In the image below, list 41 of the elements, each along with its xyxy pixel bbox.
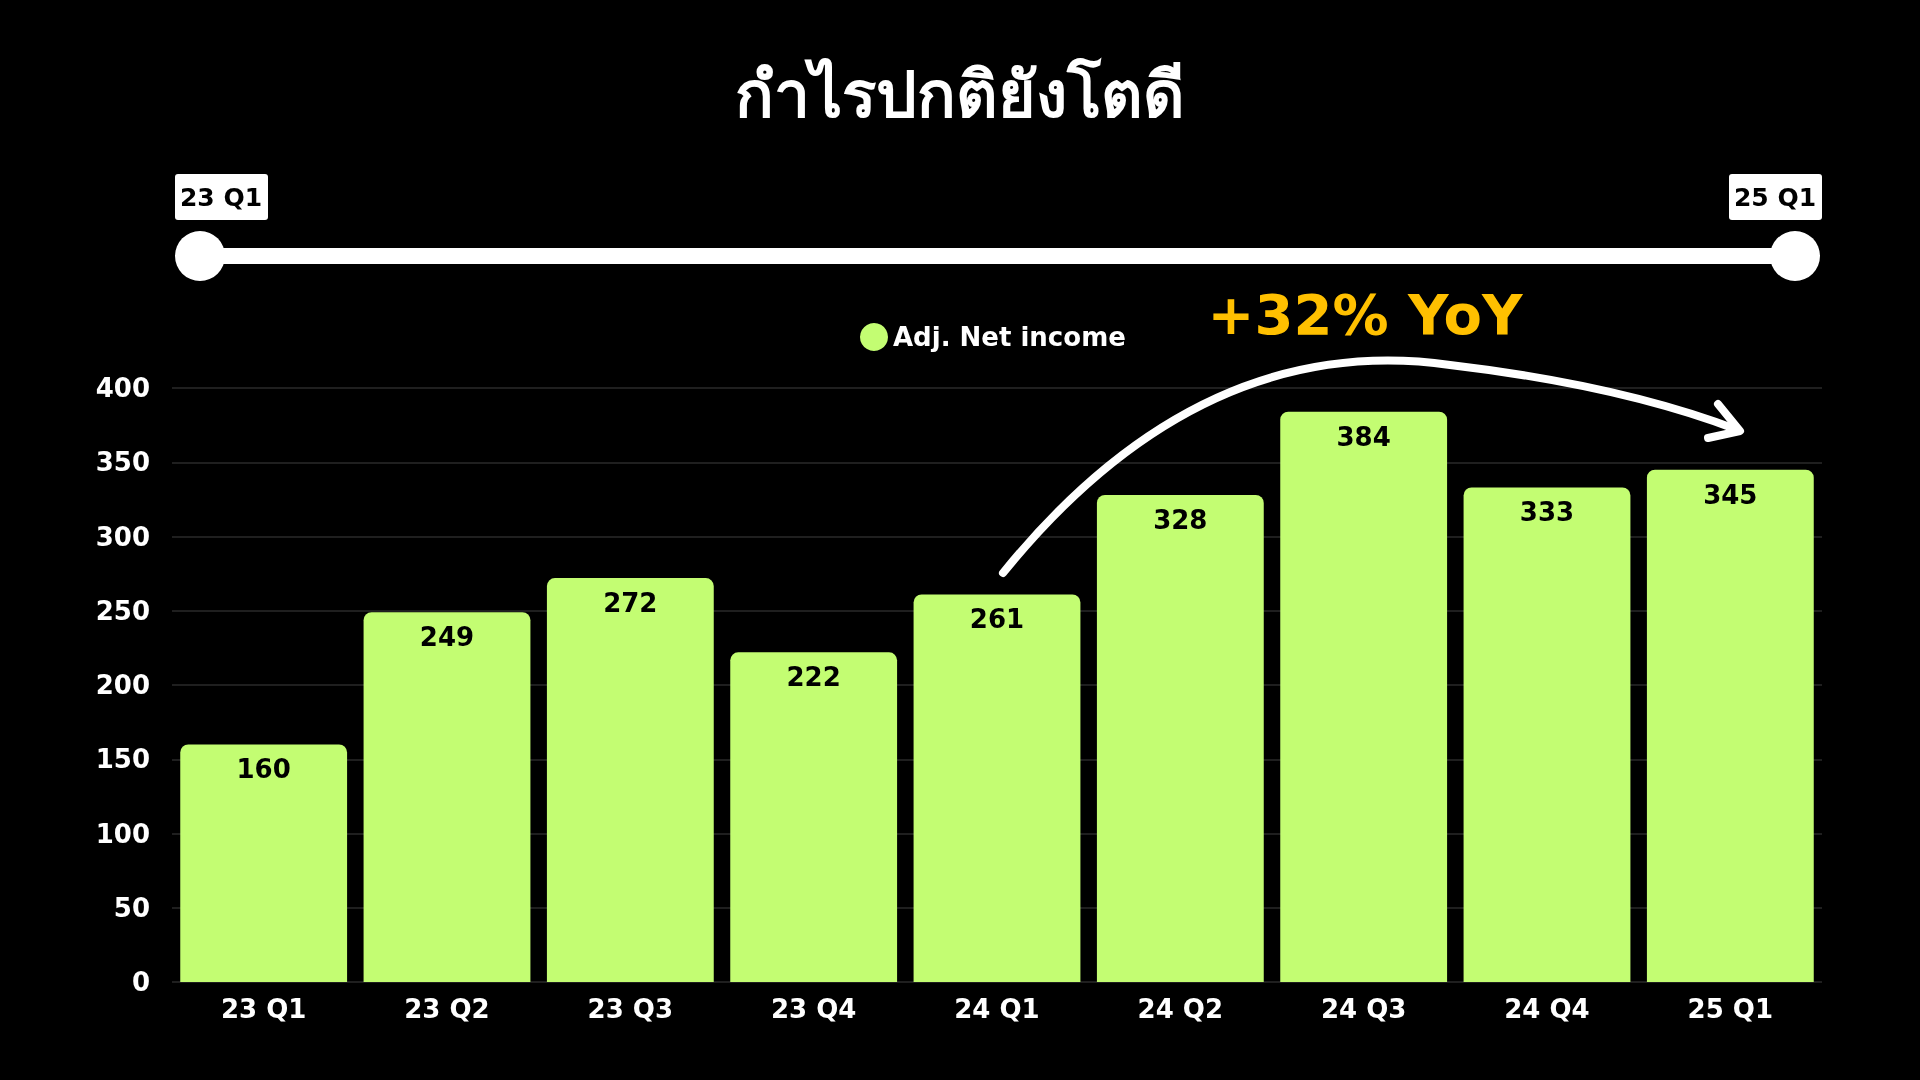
data-label: 160 xyxy=(236,754,291,785)
data-label: 345 xyxy=(1703,479,1758,510)
y-tick-label: 200 xyxy=(95,670,150,700)
bar xyxy=(180,744,348,982)
data-label: 261 xyxy=(969,604,1025,635)
bar xyxy=(546,578,714,982)
y-tick-label: 350 xyxy=(95,447,150,478)
legend-label: Adj. Net income xyxy=(893,322,1126,352)
data-label: 249 xyxy=(419,622,475,653)
bar xyxy=(1096,494,1264,982)
bar xyxy=(730,652,898,982)
data-label: 384 xyxy=(1336,421,1391,452)
chart-title: กำไรปกติยังโตดี xyxy=(735,57,1185,132)
x-tick-label: 23 Q4 xyxy=(770,994,857,1024)
y-tick-label: 300 xyxy=(95,521,150,552)
bar xyxy=(1646,469,1814,982)
data-label: 328 xyxy=(1153,504,1208,535)
y-tick-label: 50 xyxy=(113,892,150,923)
y-tick-label: 400 xyxy=(95,373,150,403)
y-tick-label: 0 xyxy=(131,967,150,997)
text: 25 Q1 xyxy=(1733,183,1817,212)
text: +32% YoY xyxy=(1207,282,1524,347)
x-tick-label: 25 Q1 xyxy=(1687,994,1774,1024)
x-tick-label: 24 Q4 xyxy=(1504,994,1590,1024)
bar xyxy=(1463,487,1631,982)
bar xyxy=(913,594,1081,982)
x-tick-label: 24 Q3 xyxy=(1320,994,1407,1024)
bar xyxy=(1280,411,1448,982)
y-tick-label: 100 xyxy=(95,818,150,849)
x-tick-label: 24 Q1 xyxy=(954,994,1040,1024)
text: 23 Q1 xyxy=(179,183,263,212)
bar xyxy=(363,612,531,982)
x-tick-label: 23 Q2 xyxy=(404,994,490,1024)
x-tick-label: 23 Q1 xyxy=(220,994,307,1024)
y-tick-label: 250 xyxy=(95,595,150,626)
data-label: 272 xyxy=(603,588,658,619)
y-tick-label: 150 xyxy=(95,744,150,775)
data-label: 222 xyxy=(786,662,841,693)
x-tick-label: 24 Q2 xyxy=(1137,994,1224,1024)
x-tick-label: 23 Q3 xyxy=(587,994,674,1024)
data-label: 333 xyxy=(1519,497,1575,528)
